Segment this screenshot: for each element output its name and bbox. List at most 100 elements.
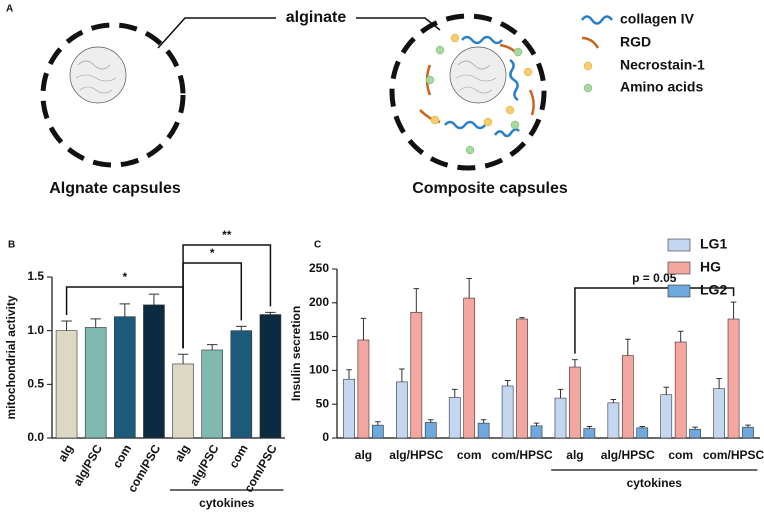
y-tick-label: 1.0 — [27, 323, 44, 337]
alginate-capsule — [40, 22, 186, 168]
bar — [84, 327, 107, 439]
error-bar — [716, 378, 722, 389]
bar — [143, 304, 165, 439]
diagram-label: alginate — [286, 9, 347, 26]
error-bar — [346, 369, 352, 380]
legend-label: LG2 — [700, 282, 727, 298]
error-bar — [730, 301, 737, 320]
x-tick-label: com — [226, 442, 250, 470]
y-tick-label: 0 — [322, 430, 329, 444]
x-tick-label: com — [457, 448, 482, 462]
bar — [172, 363, 194, 439]
bar — [554, 397, 567, 439]
bar — [607, 402, 620, 439]
y-axis-title: mitochondrial activity — [4, 295, 18, 419]
error-bar — [61, 320, 72, 331]
bar — [343, 378, 355, 439]
y-tick-label: 0.0 — [27, 430, 44, 444]
error-bar — [572, 359, 578, 368]
error-bar — [236, 325, 247, 331]
bar — [357, 339, 370, 439]
significance-label: * — [210, 246, 215, 260]
x-tick-label: com — [110, 442, 134, 470]
amino-acid — [425, 45, 593, 155]
error-bar — [533, 422, 540, 426]
y-tick-label: 1.5 — [27, 269, 44, 283]
y-axis-title: Insulin secretion — [289, 306, 303, 401]
bar — [372, 424, 384, 439]
y-tick-label: 0.5 — [27, 377, 44, 391]
y-tick-label: 50 — [316, 396, 330, 410]
bar — [477, 422, 490, 439]
error-bar — [265, 311, 276, 315]
legend-label: collagen IV — [620, 11, 695, 27]
group-label: cytokines — [199, 496, 255, 510]
bar — [583, 428, 596, 439]
error-bar — [519, 317, 525, 320]
bar — [448, 397, 461, 439]
significance-bracket — [182, 244, 272, 349]
x-tick-label: com — [668, 448, 693, 462]
panel-letter: B — [8, 240, 15, 251]
error-bar — [745, 424, 751, 428]
error-bar — [360, 317, 367, 340]
bar — [636, 427, 649, 439]
x-tick-label: alg — [172, 442, 193, 464]
significance-label: * — [122, 270, 127, 284]
bar — [114, 316, 136, 439]
legend-label: Necrostain-1 — [620, 57, 705, 73]
legend-label: HG — [700, 259, 721, 275]
x-tick-label: com/HPSC — [491, 448, 553, 462]
caption: Algnate capsules — [49, 180, 181, 197]
legend-label: LG1 — [700, 236, 727, 252]
x-tick-label: alg/PSC — [187, 442, 222, 489]
error-bar — [504, 380, 511, 386]
error-bar — [399, 368, 405, 382]
y-tick-label: 150 — [309, 329, 329, 343]
bar — [55, 330, 78, 439]
error-bar — [557, 388, 564, 399]
legend-swatch — [667, 284, 691, 298]
bar — [230, 330, 253, 439]
bar — [463, 297, 476, 439]
legend-swatch — [667, 238, 691, 252]
bar — [621, 355, 634, 439]
error-bar — [148, 293, 160, 305]
bar — [742, 426, 754, 439]
error-bar — [451, 388, 458, 398]
bar — [689, 428, 701, 439]
significance-label: p = 0.05 — [632, 271, 677, 285]
pointer-line — [157, 17, 441, 49]
error-bar — [610, 398, 617, 403]
y-tick-label: 100 — [309, 363, 329, 377]
error-bar — [663, 386, 670, 395]
x-tick-label: alg — [355, 448, 372, 462]
composite-capsule — [389, 13, 547, 171]
collagen — [444, 15, 614, 138]
bar — [713, 388, 725, 439]
x-tick-label: alg/HPSC — [389, 448, 443, 462]
x-tick-label: alg — [566, 448, 583, 462]
y-tick-label: 250 — [309, 261, 329, 275]
legend-swatch — [667, 261, 691, 275]
error-bar — [427, 419, 434, 423]
error-bar — [466, 277, 472, 299]
error-bar — [177, 353, 189, 364]
cell-texture — [75, 60, 497, 94]
group-label: cytokines — [627, 476, 683, 490]
error-bar — [119, 303, 131, 317]
significance-label: ** — [222, 228, 232, 242]
legend-label: Amino acids — [620, 79, 703, 95]
error-bar — [625, 338, 631, 356]
error-bar — [480, 419, 487, 424]
panel-letter: A — [6, 4, 13, 15]
error-bar — [639, 426, 646, 428]
necrostain — [430, 33, 593, 127]
bar — [201, 349, 223, 439]
bar — [424, 422, 437, 439]
y-tick-label: 200 — [309, 295, 329, 309]
bar — [516, 318, 528, 439]
error-bar — [206, 344, 218, 350]
bar — [530, 425, 543, 439]
